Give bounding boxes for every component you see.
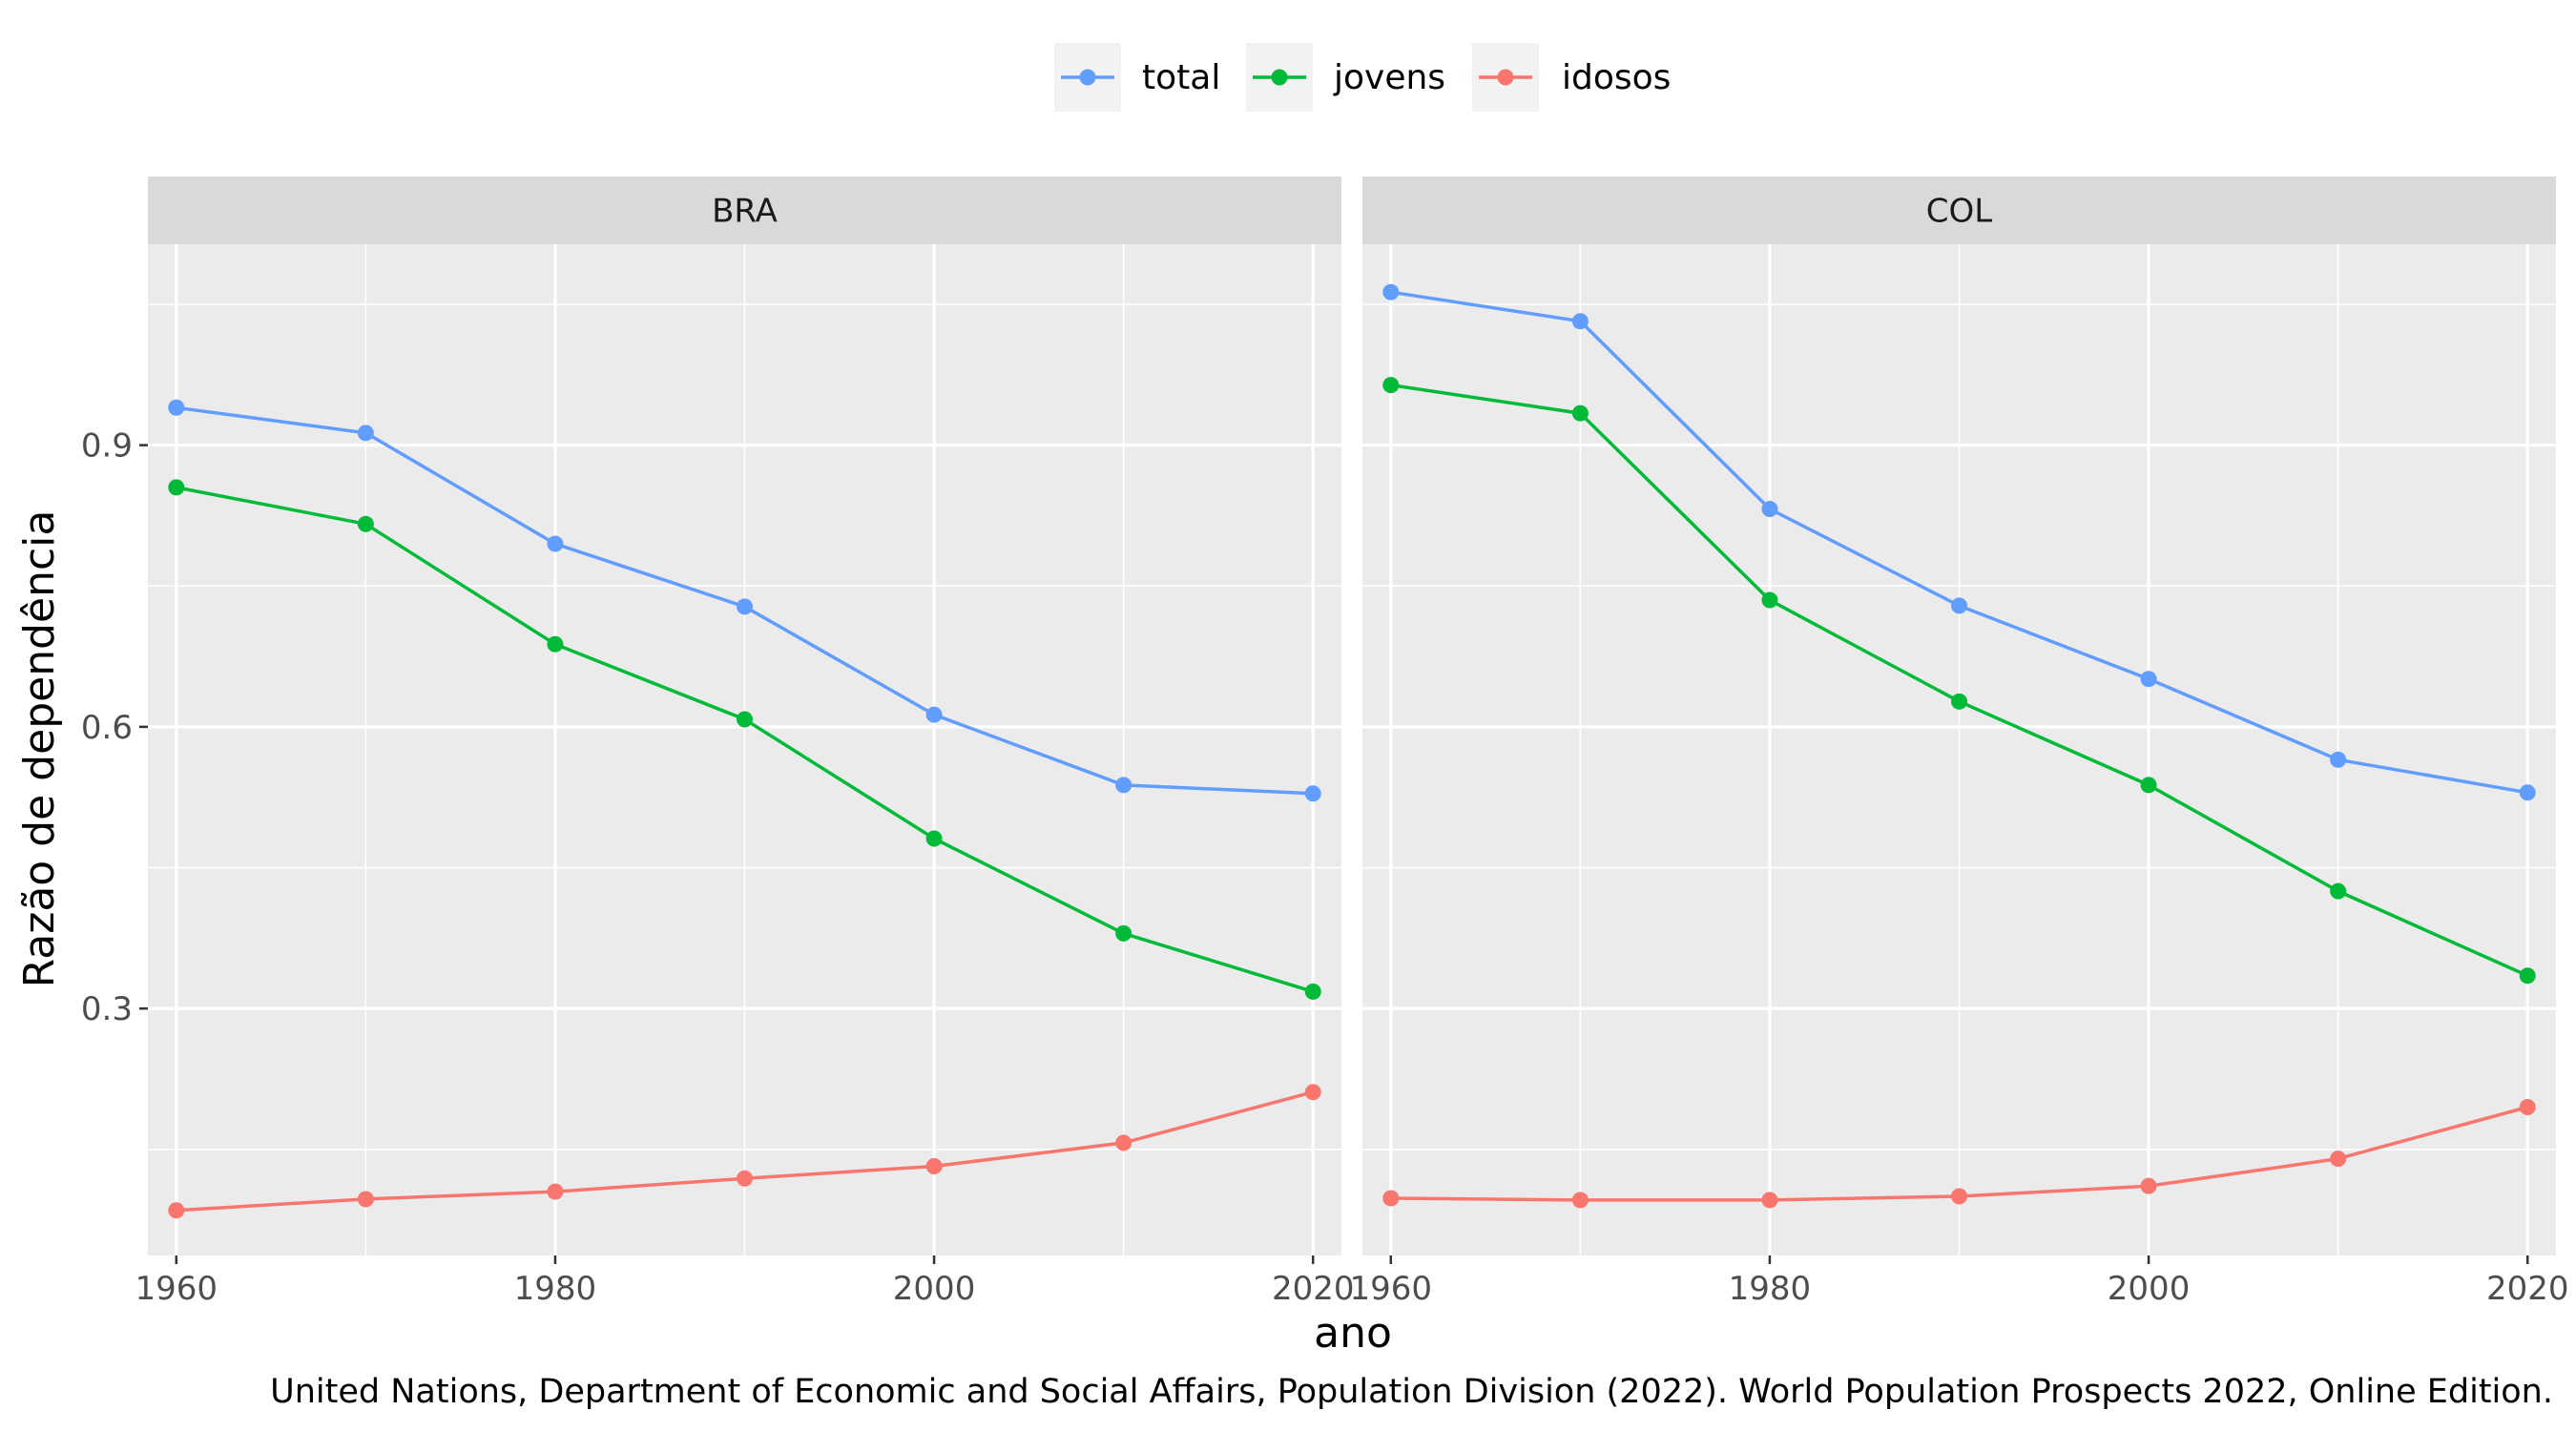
facet-panel-bra: BRA 0.3 0.6 0.9 1960 1980 2000 2020 bbox=[81, 176, 1355, 1308]
data-point-jovens bbox=[2519, 967, 2536, 985]
x-tick-label: 2000 bbox=[2108, 1270, 2191, 1308]
facet-panels: BRA 0.3 0.6 0.9 1960 1980 2000 2020 COL 1960 1980 2… bbox=[81, 176, 2569, 1308]
facet-strip-label: BRA bbox=[712, 193, 778, 231]
x-tick-label: 2020 bbox=[1272, 1270, 1355, 1308]
legend-item-idosos: idosos bbox=[1472, 43, 1671, 112]
data-point-total bbox=[1951, 597, 1967, 614]
data-point-jovens bbox=[1571, 404, 1589, 422]
data-point-total bbox=[168, 399, 185, 416]
data-point-jovens bbox=[547, 635, 564, 653]
data-point-idosos bbox=[2519, 1098, 2536, 1115]
facet-strip bbox=[148, 176, 1341, 244]
data-point-jovens bbox=[1115, 924, 1132, 942]
legend-key-point-total bbox=[1079, 69, 1096, 86]
data-point-idosos bbox=[1304, 1084, 1321, 1101]
legend-label-total: total bbox=[1142, 58, 1220, 97]
data-point-total bbox=[1304, 785, 1321, 802]
legend-key-point-jovens bbox=[1271, 69, 1288, 86]
data-point-total bbox=[1761, 501, 1778, 518]
data-point-idosos bbox=[2140, 1177, 2157, 1194]
x-tick-label: 1980 bbox=[514, 1270, 597, 1308]
legend: total jovens idosos bbox=[1054, 43, 1671, 112]
data-point-idosos bbox=[1382, 1190, 1400, 1207]
data-point-total bbox=[1571, 313, 1589, 330]
legend-key-point-idosos bbox=[1497, 69, 1514, 86]
data-point-jovens bbox=[1761, 591, 1778, 609]
data-point-idosos bbox=[1115, 1134, 1132, 1151]
y-axis-title: Razão de dependência bbox=[15, 510, 64, 988]
data-point-idosos bbox=[547, 1183, 564, 1200]
data-point-jovens bbox=[168, 479, 185, 496]
legend-label-jovens: jovens bbox=[1333, 58, 1445, 97]
y-tick-label: 0.6 bbox=[81, 709, 133, 747]
data-point-idosos bbox=[1571, 1192, 1589, 1209]
facet-strip-label: COL bbox=[1926, 193, 1993, 231]
data-point-total bbox=[547, 535, 564, 552]
y-tick-label: 0.9 bbox=[81, 427, 133, 466]
data-point-idosos bbox=[2330, 1151, 2347, 1168]
data-point-jovens bbox=[925, 830, 943, 847]
data-point-total bbox=[2140, 671, 2157, 688]
data-point-jovens bbox=[1382, 377, 1400, 394]
data-point-idosos bbox=[925, 1157, 943, 1174]
data-point-jovens bbox=[2140, 777, 2157, 794]
data-point-jovens bbox=[357, 515, 374, 532]
data-point-jovens bbox=[737, 711, 753, 728]
data-point-total bbox=[357, 425, 374, 442]
data-point-total bbox=[1382, 283, 1400, 301]
legend-label-idosos: idosos bbox=[1562, 58, 1671, 97]
x-tick-label: 1960 bbox=[1350, 1270, 1433, 1308]
y-tick-label: 0.3 bbox=[81, 990, 133, 1028]
data-point-total bbox=[737, 598, 753, 615]
data-point-jovens bbox=[1951, 693, 1967, 710]
data-point-total bbox=[925, 706, 943, 723]
x-tick-label: 1960 bbox=[135, 1270, 218, 1308]
data-point-idosos bbox=[1761, 1192, 1778, 1209]
legend-item-total: total bbox=[1054, 43, 1220, 112]
x-tick-label: 2020 bbox=[2486, 1270, 2569, 1308]
data-point-total bbox=[1115, 777, 1132, 794]
facet-strip bbox=[1362, 176, 2556, 244]
x-tick-label: 2000 bbox=[893, 1270, 976, 1308]
data-point-idosos bbox=[168, 1202, 185, 1219]
data-point-jovens bbox=[1304, 983, 1321, 1000]
caption: United Nations, Department of Economic a… bbox=[270, 1373, 2553, 1411]
data-point-total bbox=[2519, 784, 2536, 801]
data-point-idosos bbox=[737, 1170, 753, 1187]
legend-item-jovens: jovens bbox=[1246, 43, 1445, 112]
x-tick-label: 1980 bbox=[1729, 1270, 1812, 1308]
data-point-jovens bbox=[2330, 882, 2347, 900]
data-point-total bbox=[2330, 751, 2347, 768]
data-point-idosos bbox=[357, 1191, 374, 1208]
x-axis-title: ano bbox=[1314, 1309, 1392, 1358]
facet-panel-col: COL 1960 1980 2000 2020 bbox=[1350, 176, 2569, 1308]
data-point-idosos bbox=[1951, 1188, 1967, 1205]
